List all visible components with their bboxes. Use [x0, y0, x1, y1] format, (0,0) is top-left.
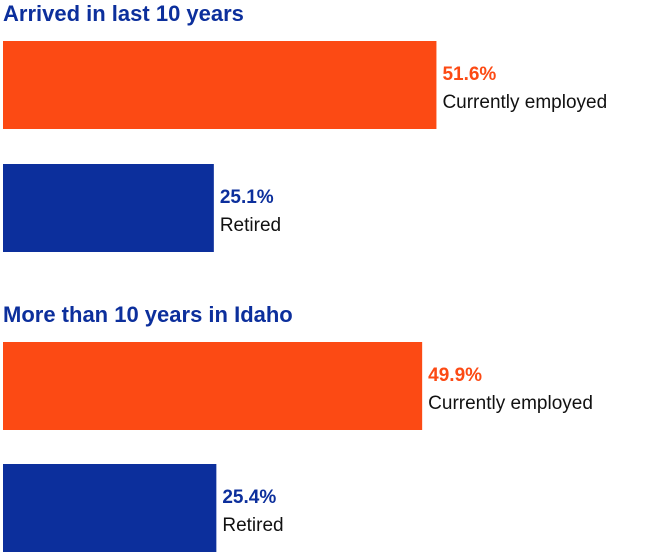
- category-label-long-term-retired: Retired: [222, 515, 283, 536]
- value-label-long-term-retired: 25.4%: [222, 487, 276, 508]
- value-label-arrived-employed: 51.6%: [442, 64, 496, 85]
- bar-arrived-retired: [3, 164, 214, 252]
- value-label-arrived-retired: 25.1%: [220, 187, 274, 208]
- category-label-arrived-retired: Retired: [220, 215, 281, 236]
- chart-title-arrived: Arrived in last 10 years: [3, 1, 244, 26]
- bar-arrived-employed: [3, 41, 437, 129]
- value-label-long-term-employed: 49.9%: [428, 365, 482, 386]
- bar-long-term-employed: [3, 342, 423, 430]
- category-label-long-term-employed: Currently employed: [428, 393, 593, 414]
- chart-title-long-term: More than 10 years in Idaho: [3, 302, 293, 327]
- category-label-arrived-employed: Currently employed: [442, 92, 607, 113]
- bar-long-term-retired: [3, 464, 217, 552]
